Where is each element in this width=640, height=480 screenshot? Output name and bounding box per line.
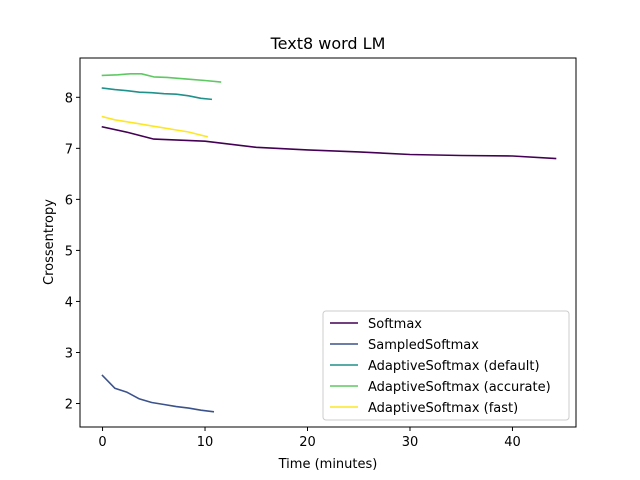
y-tick-label-0: 2 <box>65 398 73 413</box>
legend-label-2: AdaptiveSoftmax (default) <box>368 359 540 374</box>
series-line-0 <box>101 125 557 160</box>
x-tick-label-1: 10 <box>197 435 214 450</box>
y-axis-label: Crossentropy <box>42 199 57 285</box>
legend-label-0: Softmax <box>368 317 422 332</box>
legend-label-4: AdaptiveSoftmax (fast) <box>368 401 518 416</box>
y-tick-label-2: 4 <box>65 295 73 310</box>
legend: Softmax SampledSoftmax AdaptiveSoftmax (de… <box>322 310 570 421</box>
y-tick-label-3: 5 <box>65 244 73 259</box>
y-tick-label-1: 3 <box>65 346 73 361</box>
y-tick-label-4: 6 <box>65 193 73 208</box>
x-tick-label-2: 20 <box>299 435 316 450</box>
x-axis-label: Time (minutes) <box>278 457 378 472</box>
y-tick-label-6: 8 <box>65 91 73 106</box>
x-tick-label-4: 40 <box>504 435 521 450</box>
series-layer <box>101 73 557 413</box>
x-tick-label-3: 30 <box>402 435 419 450</box>
series-line-1 <box>101 374 215 413</box>
y-tick-label-5: 7 <box>65 142 73 157</box>
x-axis: 0 10 20 30 40 <box>98 427 521 450</box>
series-line-3 <box>101 73 222 83</box>
chart-title: Text8 word LM <box>270 34 386 53</box>
series-line-4 <box>101 115 209 138</box>
plot-frame <box>79 57 577 428</box>
legend-label-1: SampledSoftmax <box>368 338 479 353</box>
legend-label-3: AdaptiveSoftmax (accurate) <box>368 380 551 395</box>
series-line-2 <box>101 87 213 101</box>
legend-box <box>322 310 570 421</box>
y-axis: 2 3 4 5 6 7 8 <box>65 91 80 413</box>
x-tick-label-0: 0 <box>98 435 106 450</box>
